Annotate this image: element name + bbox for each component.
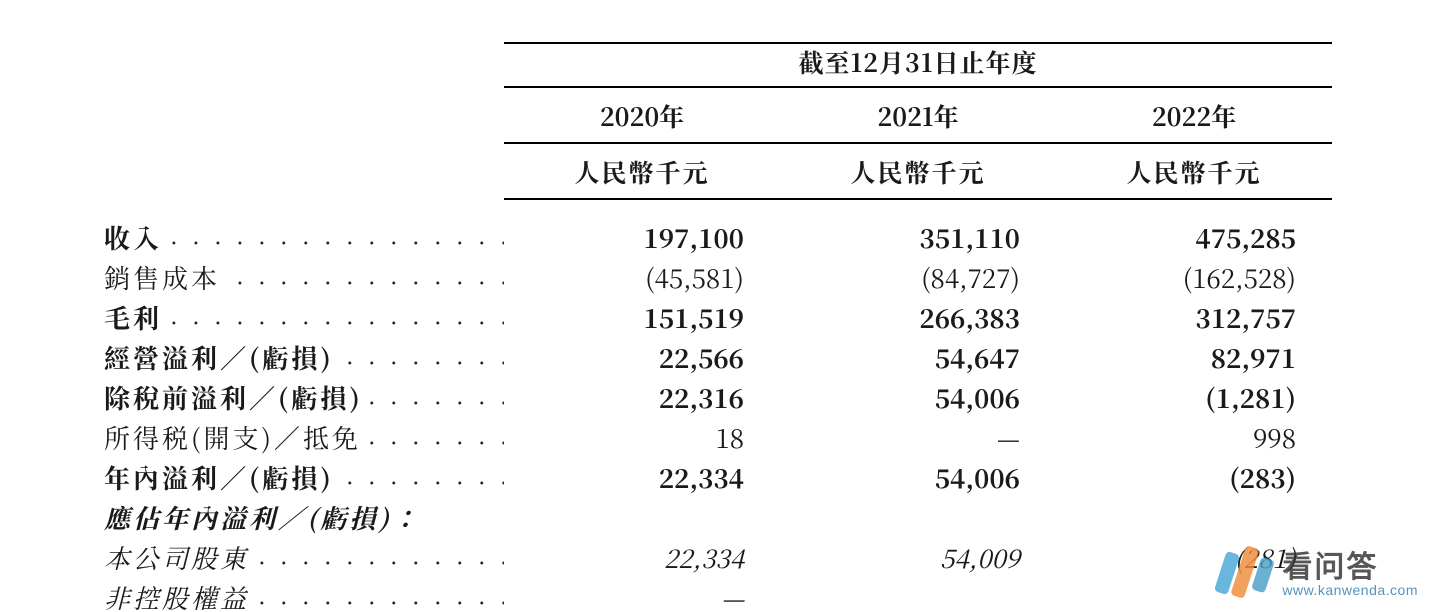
row-label-text: 應佔年內溢利／(虧損)： — [104, 499, 425, 536]
row-value: (162,528) — [1056, 258, 1332, 298]
row-label: 毛利 — [104, 298, 504, 338]
watermark-logo-icon — [1214, 546, 1272, 604]
row-label-text: 除稅前溢利／(虧損) — [104, 379, 367, 416]
row-label: 本公司股東 — [104, 538, 504, 578]
row-value: 22,334 — [504, 538, 780, 578]
row-value: (283) — [1056, 458, 1332, 498]
year-2021: 2021年 — [780, 87, 1056, 143]
row-label-text: 本公司股東 — [104, 539, 253, 576]
row-value: 266,383 — [780, 298, 1056, 338]
row-label: 非控股權益 — [104, 578, 504, 612]
watermark-url: www.kanwenda.com — [1282, 583, 1418, 598]
row-label-text: 收入 — [104, 219, 166, 256]
row-value: 54,647 — [780, 338, 1056, 378]
row-value: 54,006 — [780, 378, 1056, 418]
watermark: 看问答 www.kanwenda.com — [1214, 546, 1418, 604]
table-row: 年內溢利／(虧損) 22,33454,006(283) — [104, 458, 1332, 498]
row-label: 銷售成本 — [104, 258, 504, 298]
row-value: 197,100 — [504, 218, 780, 258]
row-value: (84,727) — [780, 258, 1056, 298]
row-value: 351,110 — [780, 218, 1056, 258]
unit-2021: 人民幣千元 — [780, 143, 1056, 199]
row-value: 998 — [1056, 418, 1332, 458]
row-value — [504, 498, 780, 538]
row-value — [780, 498, 1056, 538]
table-row: 非控股權益 — — [104, 578, 1332, 612]
watermark-text: 看问答 www.kanwenda.com — [1282, 552, 1418, 598]
row-label-text: 年內溢利／(虧損) — [104, 459, 338, 496]
row-value: (45,581) — [504, 258, 780, 298]
unit-2020: 人民幣千元 — [504, 143, 780, 199]
row-value: 22,316 — [504, 378, 780, 418]
financial-table: 截至12月31日止年度 2020年 2021年 2022年 人民幣千元 人民幣千… — [104, 42, 1332, 612]
header-units-row: 人民幣千元 人民幣千元 人民幣千元 — [104, 143, 1332, 199]
row-value: (1,281) — [1056, 378, 1332, 418]
table-row: 應佔年內溢利／(虧損)： — [104, 498, 1332, 538]
financial-table-page: 截至12月31日止年度 2020年 2021年 2022年 人民幣千元 人民幣千… — [0, 0, 1440, 612]
row-label-text: 經營溢利／(虧損) — [104, 339, 338, 376]
row-value: 475,285 — [1056, 218, 1332, 258]
table-body: 收入 197,100351,110475,285 銷售成本 (45,581)(84,7… — [104, 218, 1332, 612]
header-years-row: 2020年 2021年 2022年 — [104, 87, 1332, 143]
year-2020: 2020年 — [504, 87, 780, 143]
header-spanner-row: 截至12月31日止年度 — [104, 43, 1332, 87]
row-value: 18 — [504, 418, 780, 458]
row-value: 22,566 — [504, 338, 780, 378]
table-row: 銷售成本 (45,581)(84,727)(162,528) — [104, 258, 1332, 298]
row-label-text: 毛利 — [104, 299, 166, 336]
row-label-text: 非控股權益 — [104, 579, 253, 612]
row-value: 82,971 — [1056, 338, 1332, 378]
row-value — [1056, 498, 1332, 538]
unit-2022: 人民幣千元 — [1056, 143, 1332, 199]
table-row: 收入 197,100351,110475,285 — [104, 218, 1332, 258]
row-value: 312,757 — [1056, 298, 1332, 338]
watermark-cn: 看问答 — [1282, 552, 1418, 584]
row-value: — — [504, 578, 780, 612]
row-label: 應佔年內溢利／(虧損)： — [104, 498, 504, 538]
row-value: 54,009 — [780, 538, 1056, 578]
table-row: 除稅前溢利／(虧損) 22,31654,006(1,281) — [104, 378, 1332, 418]
row-value: 54,006 — [780, 458, 1056, 498]
table-row: 經營溢利／(虧損) 22,56654,64782,971 — [104, 338, 1332, 378]
table-row: 本公司股東22,33454,009(281) — [104, 538, 1332, 578]
year-2022: 2022年 — [1056, 87, 1332, 143]
period-spanner: 截至12月31日止年度 — [504, 43, 1332, 87]
row-value: 22,334 — [504, 458, 780, 498]
row-label: 經營溢利／(虧損) — [104, 338, 504, 378]
row-label: 年內溢利／(虧損) — [104, 458, 504, 498]
row-value: — — [780, 418, 1056, 458]
row-label: 除稅前溢利／(虧損) — [104, 378, 504, 418]
row-label: 收入 — [104, 218, 504, 258]
row-label: 所得税(開支)／抵免 — [104, 418, 504, 458]
row-value — [780, 578, 1056, 612]
row-label-text: 銷售成本 — [104, 259, 224, 296]
table-row: 所得税(開支)／抵免 18—998 — [104, 418, 1332, 458]
row-label-text: 所得税(開支)／抵免 — [104, 419, 365, 456]
table-row: 毛利 151,519266,383312,757 — [104, 298, 1332, 338]
row-value: 151,519 — [504, 298, 780, 338]
